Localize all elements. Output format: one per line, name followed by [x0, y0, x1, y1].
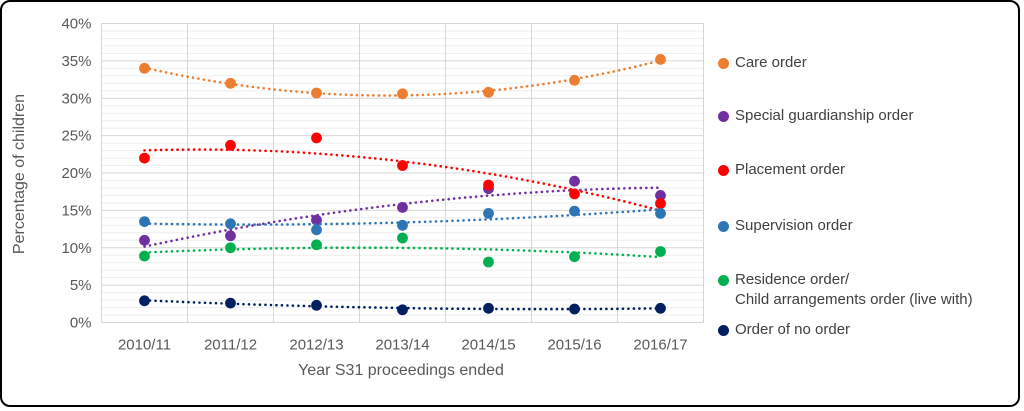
- legend-label: Order of no order: [735, 321, 851, 338]
- data-point: [569, 74, 580, 86]
- data-point: [483, 256, 494, 268]
- legend-item: Order of no order: [718, 320, 850, 340]
- legend-marker-icon: [718, 275, 729, 286]
- y-tick-label: 15%: [61, 202, 91, 219]
- x-axis-title: Year S31 proceedings ended: [298, 362, 504, 379]
- data-point: [225, 230, 236, 242]
- y-tick-label: 20%: [61, 165, 91, 182]
- x-tick-label: 2011/12: [204, 337, 257, 354]
- chart-legend: Care order Special guardianship order Plac…: [718, 2, 1018, 405]
- data-point: [569, 251, 580, 263]
- data-point: [569, 175, 580, 187]
- data-point: [655, 198, 666, 210]
- y-tick-label: 30%: [61, 90, 91, 107]
- legend-marker-icon: [718, 165, 729, 176]
- data-point: [483, 208, 494, 219]
- legend-label: Supervision order: [735, 217, 853, 234]
- data-point: [397, 88, 408, 100]
- data-point: [139, 62, 150, 74]
- data-point: [225, 77, 236, 89]
- legend-label: Residence order/Child arrangements order…: [735, 271, 973, 308]
- data-point: [655, 208, 666, 219]
- data-point: [483, 86, 494, 98]
- legend-label: Special guardianship order: [735, 107, 914, 124]
- data-point: [139, 295, 150, 307]
- legend-marker-icon: [718, 221, 729, 232]
- data-point: [139, 250, 150, 262]
- data-point: [483, 302, 494, 314]
- data-point: [397, 202, 408, 213]
- data-point: [397, 219, 408, 231]
- data-point: [311, 224, 322, 236]
- data-point: [397, 160, 408, 171]
- data-point: [569, 303, 580, 315]
- data-point: [311, 87, 322, 99]
- legend-item: Placement order: [718, 160, 845, 180]
- legend-marker-icon: [718, 58, 729, 69]
- data-point: [655, 302, 666, 314]
- data-point: [225, 218, 236, 230]
- legend-item: Special guardianship order: [718, 106, 913, 126]
- y-tick-label: 35%: [61, 53, 91, 70]
- x-tick-label: 2016/17: [633, 337, 687, 354]
- data-point: [139, 216, 150, 228]
- x-tick-label: 2015/16: [547, 337, 601, 354]
- data-point: [139, 234, 150, 246]
- data-point: [311, 214, 322, 226]
- data-point: [225, 139, 236, 151]
- y-tick-label: 5%: [70, 277, 92, 294]
- legend-item: Residence order/Child arrangements order…: [718, 270, 973, 310]
- legend-label: Placement order: [735, 161, 846, 178]
- data-point: [655, 246, 666, 257]
- chart-plot-area: 0% 5% 10% 15% 20% 25% 30% 35% 40% 2010/11 2011/12 2…: [61, 16, 704, 354]
- legend-marker-icon: [718, 111, 729, 122]
- data-point: [569, 188, 580, 200]
- data-point: [311, 132, 322, 144]
- data-point: [397, 232, 408, 244]
- x-tick-label: 2010/11: [118, 337, 171, 354]
- data-point: [311, 299, 322, 311]
- data-point: [225, 242, 236, 254]
- data-point: [655, 54, 666, 65]
- data-point: [311, 239, 322, 251]
- legend-marker-icon: [718, 325, 729, 336]
- data-point: [139, 152, 150, 164]
- legend-item: Care order: [718, 53, 807, 73]
- y-axis-title: Percentage of children: [11, 93, 28, 255]
- legend-label: Care order: [735, 54, 807, 71]
- x-tick-label: 2012/13: [289, 337, 343, 354]
- data-point: [225, 297, 236, 309]
- y-tick-label: 0%: [70, 315, 92, 332]
- data-point: [569, 205, 580, 217]
- data-point: [655, 190, 666, 201]
- y-tick-label: 10%: [61, 240, 91, 257]
- legend-item: Supervision order: [718, 216, 853, 236]
- y-tick-label: 25%: [61, 128, 91, 145]
- x-tick-label: 2013/14: [375, 337, 429, 354]
- x-tick-label: 2014/15: [461, 337, 515, 354]
- data-point: [397, 304, 408, 316]
- data-point: [483, 179, 494, 191]
- y-tick-label: 40%: [61, 16, 91, 33]
